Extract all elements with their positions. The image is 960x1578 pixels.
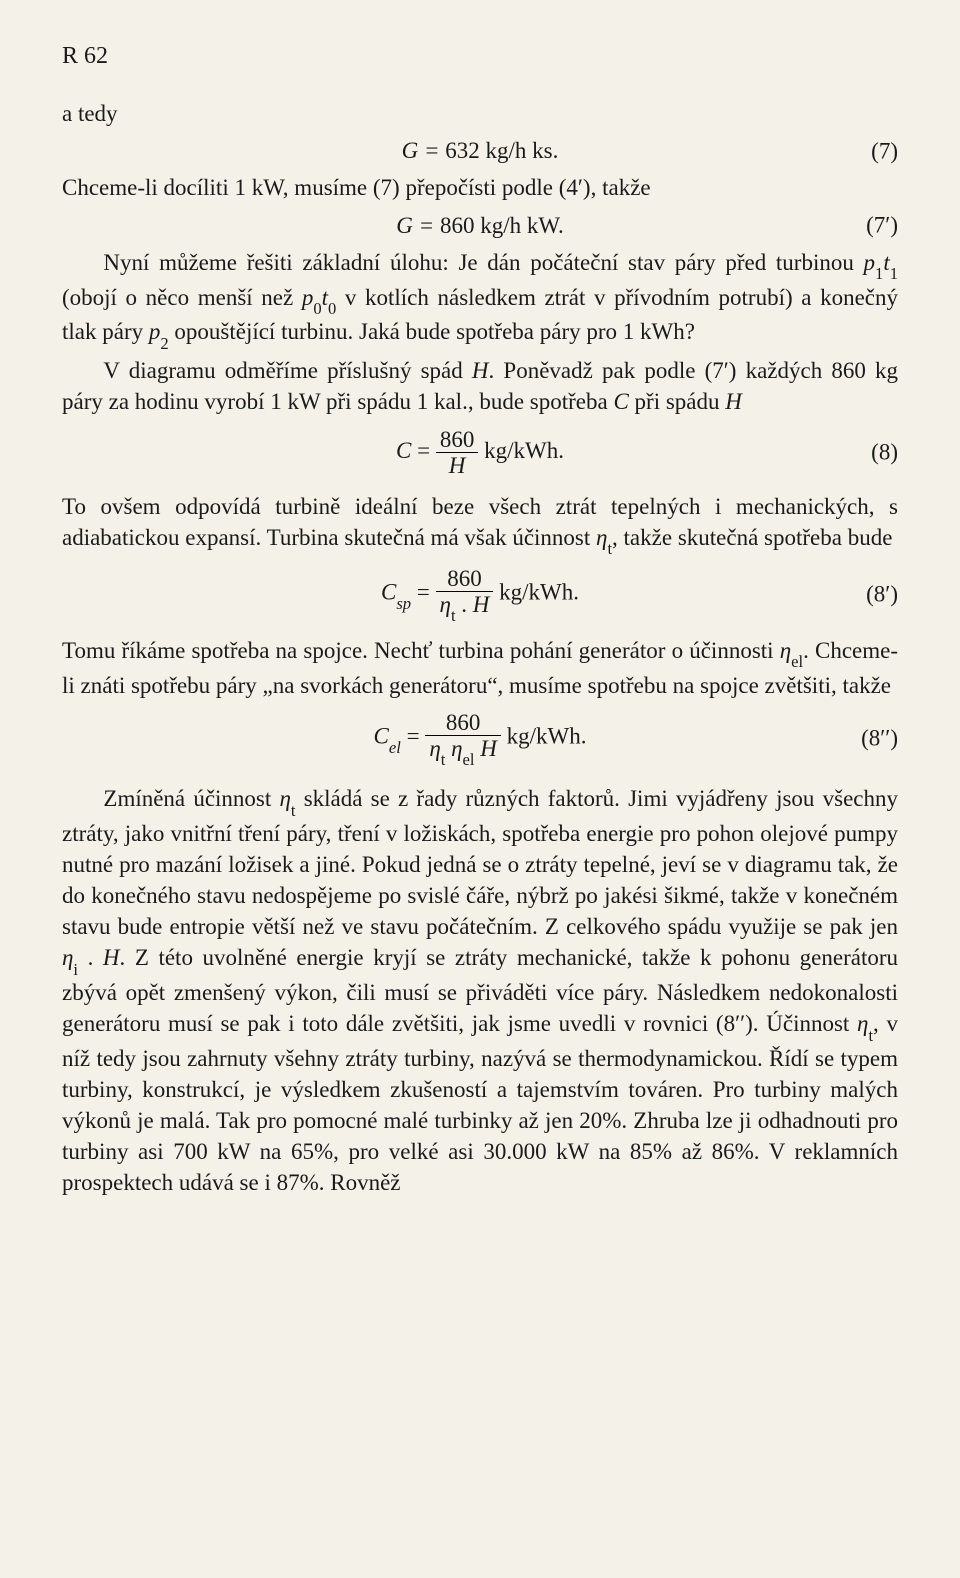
sym-etat-2-sub: t (291, 801, 296, 820)
sym-t0-sub: 0 (328, 299, 336, 318)
p5-d: , v níž tedy jsou zahrnuty všehny ztráty… (62, 1011, 898, 1195)
sym-etael-1: η (780, 638, 791, 663)
p1-a: Nyní můžeme řešiti základní úlohu: Je dá… (103, 250, 863, 275)
equation-7p-body: G = 860 kg/h kW. (62, 210, 898, 241)
lead-in: a tedy (62, 98, 898, 129)
eq7-rhs: 632 kg/h ks. (445, 138, 558, 163)
sym-p1-sub: 1 (875, 264, 883, 283)
sym-dot: . (78, 945, 103, 970)
p5-a: Zmíněná účinnost (103, 786, 279, 811)
eq8pp-sub: el (389, 738, 401, 757)
eq8-eq: = (417, 437, 430, 462)
p3-b: , takže skutečná spotřeba bude (612, 525, 892, 550)
equation-8-body: C = 860 H kg/kWh. (62, 428, 898, 477)
p4-a: Tomu říkáme spotřeba na spojce. Nechť tu… (62, 638, 780, 663)
sym-H-1: H (472, 358, 489, 383)
p5-c: . Z této uvolněné energie kryjí se ztrát… (62, 945, 898, 1036)
eq8p-number: (8′) (866, 578, 898, 609)
paragraph-5: Zmíněná účinnost ηt skládá se z řady růz… (62, 783, 898, 1198)
eq8p-lhs: C (381, 579, 396, 604)
eq8-frac-bot: H (449, 453, 466, 478)
eq7p-number: (7′) (866, 210, 898, 241)
eq8pp-frac: 860 ηt ηel H (425, 711, 501, 765)
sym-t1: t (883, 250, 889, 275)
sym-etat-1-sub: t (607, 539, 612, 558)
sym-etat-3: η (857, 1011, 868, 1036)
eq8p-frac: 860 ηt . H (436, 567, 494, 621)
eq7-lhs: G (402, 138, 419, 163)
sym-p0-sub: 0 (313, 299, 321, 318)
sym-etai-sub: i (73, 960, 78, 979)
paragraph-2: V diagramu odměříme příslušný spád H. Po… (62, 355, 898, 417)
p1-b: (obojí o něco menší než (62, 285, 302, 310)
sym-p2: p (149, 319, 161, 344)
eq8pp-unit: kg/kWh. (507, 723, 587, 748)
sym-p0: p (302, 285, 314, 310)
eq7-number: (7) (871, 135, 898, 166)
eq8p-den-dot: . (456, 592, 473, 617)
equation-8pp: Cel = 860 ηt ηel H kg/kWh. (8′′) (62, 711, 898, 765)
eq8-unit: kg/kWh. (484, 437, 564, 462)
sym-t1-sub: 1 (890, 264, 898, 283)
sym-etat-2: η (279, 786, 290, 811)
eq8-number: (8) (871, 437, 898, 468)
eq7-eq: = (424, 138, 440, 163)
line-after-eq7: Chceme-li docíliti 1 kW, musíme (7) přep… (62, 172, 898, 203)
eq8pp-den-b: η (451, 736, 462, 761)
eq7p-eq: = (419, 213, 435, 238)
eq8p-den-a: η (440, 592, 451, 617)
equation-8: C = 860 H kg/kWh. (8) (62, 428, 898, 477)
eq8-frac: 860 H (436, 428, 479, 477)
eq7p-lhs: G (396, 213, 413, 238)
lead-in-text: a tedy (62, 101, 118, 126)
eq8-lhs: C (396, 437, 411, 462)
sym-etael-1-sub: el (791, 652, 803, 671)
eq8pp-lhs: C (374, 723, 389, 748)
eq8p-den-b: H (473, 592, 490, 617)
eq8p-eq: = (417, 579, 436, 604)
page-number: R 62 (62, 40, 898, 72)
equation-7: G = 632 kg/h ks. (7) (62, 135, 898, 166)
eq8pp-den-bsub: el (463, 750, 475, 769)
eq8pp-eq: = (407, 723, 426, 748)
equation-8p-body: Csp = 860 ηt . H kg/kWh. (62, 567, 898, 621)
sym-p1: p (864, 250, 876, 275)
paragraph-4: Tomu říkáme spotřeba na spojce. Nechť tu… (62, 635, 898, 701)
eq8pp-den-a: η (429, 736, 440, 761)
sym-etat-1: η (596, 525, 607, 550)
equation-8prime: Csp = 860 ηt . H kg/kWh. (8′) (62, 567, 898, 621)
sym-H-2: H (725, 389, 742, 414)
sym-etai: η (62, 945, 73, 970)
sym-C-1: C (613, 389, 628, 414)
sym-H-3: H (103, 945, 120, 970)
p1-d: opouštějící turbinu. Jaká bude spotřeba … (169, 319, 695, 344)
eq8pp-frac-top: 860 (425, 711, 501, 736)
page: R 62 a tedy G = 632 kg/h ks. (7) Chceme-… (0, 0, 960, 1578)
eq8-frac-top: 860 (436, 428, 479, 453)
eq8pp-number: (8′′) (861, 722, 898, 753)
eq8p-den-asub: t (451, 606, 456, 625)
eq8p-unit: kg/kWh. (499, 579, 579, 604)
p2-a: V diagramu odměříme příslušný spád (103, 358, 472, 383)
p2-c: při spádu (629, 389, 725, 414)
sym-etat-3-sub: t (868, 1026, 873, 1045)
paragraph-1: Nyní můžeme řešiti základní úlohu: Je dá… (62, 247, 898, 352)
eq8p-sub: sp (396, 594, 411, 613)
eq8p-frac-top: 860 (436, 567, 494, 592)
eq7p-rhs: 860 kg/h kW. (440, 213, 564, 238)
eq8pp-den-asub: t (441, 750, 446, 769)
equation-7-body: G = 632 kg/h ks. (62, 135, 898, 166)
sym-p2-sub: 2 (160, 334, 168, 353)
equation-7prime: G = 860 kg/h kW. (7′) (62, 210, 898, 241)
paragraph-3: To ovšem odpovídá turbině ideální beze v… (62, 491, 898, 557)
eq8pp-den-c: H (480, 736, 497, 761)
equation-8pp-body: Cel = 860 ηt ηel H kg/kWh. (62, 711, 898, 765)
